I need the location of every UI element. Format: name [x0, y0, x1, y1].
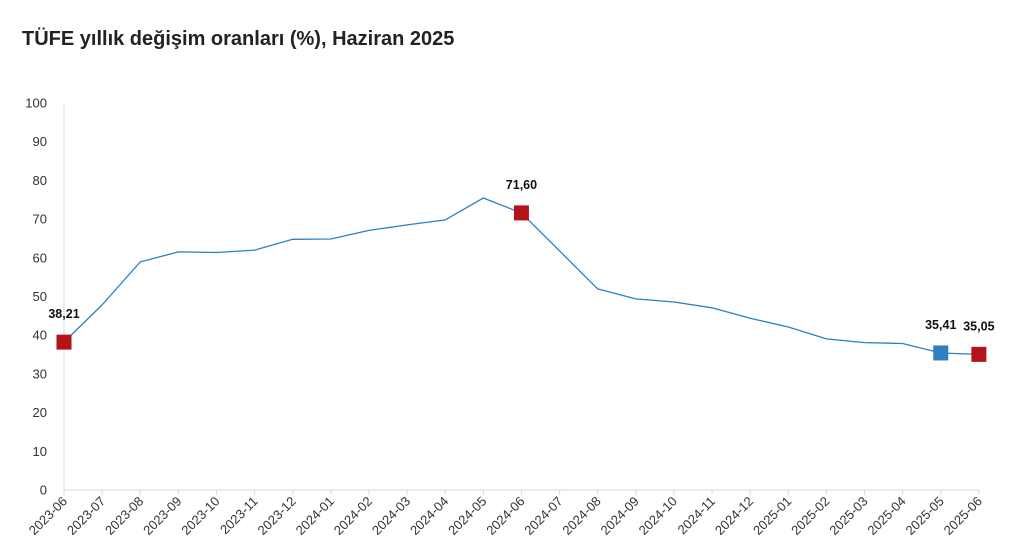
x-tick-label: 2023-06 [26, 494, 70, 538]
x-tick-label: 2025-05 [903, 494, 947, 538]
x-tick-label: 2024-09 [598, 494, 642, 538]
y-tick-label: 80 [33, 173, 47, 188]
x-tick-label: 2024-03 [369, 494, 413, 538]
x-tick-label: 2024-06 [483, 494, 527, 538]
y-tick-label: 40 [33, 328, 47, 343]
x-tick-label: 2024-02 [331, 494, 375, 538]
series-line-group [63, 197, 979, 356]
chart-title: TÜFE yıllık değişim oranları (%), Hazira… [22, 28, 455, 50]
x-axis-ticks: 2023-062023-072023-082023-092023-102023-… [26, 490, 985, 538]
series-line [63, 197, 979, 356]
highlight-marker [971, 346, 987, 362]
x-tick-label: 2024-01 [293, 494, 337, 538]
y-axis-ticks: 0 10 20 30 40 50 60 70 80 90 100 [25, 96, 47, 498]
x-tick-label: 2024-04 [407, 494, 451, 538]
x-tick-label: 2024-11 [674, 494, 718, 538]
y-tick-label: 50 [33, 289, 47, 304]
data-label: 71,60 [506, 178, 537, 192]
x-tick-label: 2024-08 [559, 494, 603, 538]
y-tick-label: 60 [33, 250, 47, 265]
data-label: 38,21 [48, 307, 79, 321]
data-label: 35,41 [925, 318, 956, 332]
x-tick-label: 2025-06 [941, 494, 985, 538]
x-tick-label: 2024-07 [521, 494, 565, 538]
y-tick-label: 70 [33, 212, 47, 227]
data-labels: 38,21 71,60 35,41 35,05 [48, 178, 994, 333]
y-tick-label: 20 [33, 405, 47, 420]
x-tick-label: 2024-05 [445, 494, 489, 538]
axes [63, 103, 979, 491]
highlight-markers [56, 205, 987, 362]
highlight-marker [56, 334, 72, 350]
highlight-marker [513, 205, 529, 221]
x-tick-label: 2025-01 [750, 494, 794, 538]
x-tick-label: 2024-12 [712, 494, 756, 538]
data-label: 35,05 [963, 319, 994, 333]
y-tick-label: 90 [33, 134, 47, 149]
x-tick-label: 2025-04 [864, 494, 908, 538]
x-tick-label: 2023-09 [140, 494, 184, 538]
x-tick-label: 2023-10 [178, 494, 222, 538]
y-tick-label: 30 [33, 366, 47, 381]
y-tick-label: 10 [33, 444, 47, 459]
highlight-marker [933, 345, 949, 361]
x-tick-label: 2023-11 [217, 494, 261, 538]
y-tick-label: 100 [25, 96, 47, 111]
y-tick-label: 0 [40, 483, 47, 498]
x-tick-label: 2025-03 [826, 494, 870, 538]
x-tick-label: 2023-12 [254, 494, 298, 538]
x-tick-label: 2023-08 [102, 494, 146, 538]
x-tick-label: 2023-07 [64, 494, 108, 538]
x-tick-label: 2024-10 [636, 494, 680, 538]
x-tick-label: 2025-02 [788, 494, 832, 538]
